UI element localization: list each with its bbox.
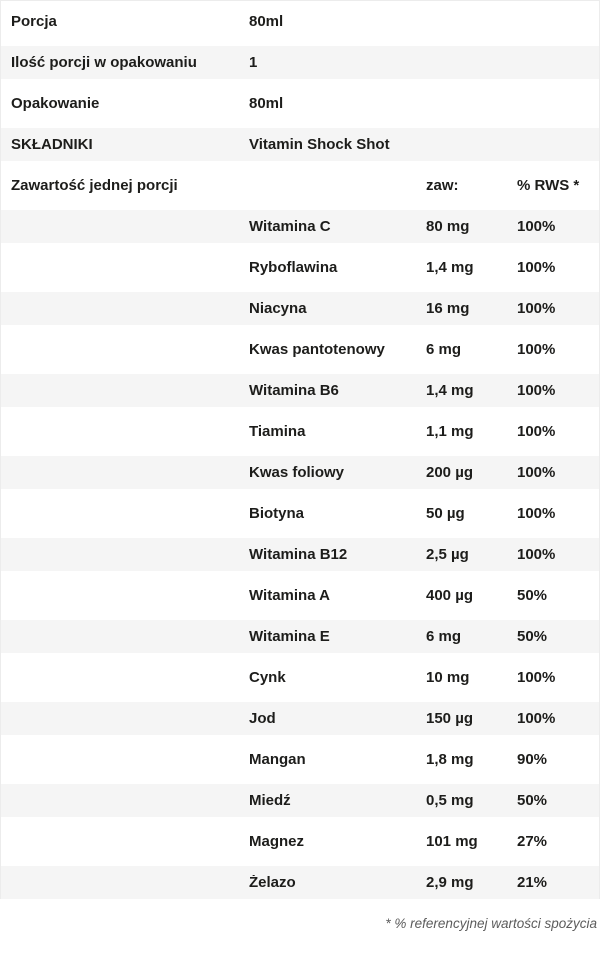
nutrient-row: Jod 150 µg 100% bbox=[1, 702, 599, 735]
nutrient-amount: 400 µg bbox=[426, 588, 473, 603]
nutrient-name: Witamina C bbox=[249, 219, 331, 234]
nutrient-rws: 100% bbox=[517, 506, 556, 521]
nutrient-rws: 27% bbox=[517, 834, 548, 849]
nutrition-table: Porcja 80ml Ilość porcji w opakowaniu 1 … bbox=[0, 0, 600, 899]
nutrient-amount: 1,8 mg bbox=[426, 752, 474, 767]
rws-abbr: RWS bbox=[534, 178, 570, 193]
nutrient-name: Jod bbox=[249, 711, 276, 726]
info-row-label: Porcja bbox=[11, 14, 57, 29]
nutrient-amount: 1,1 mg bbox=[426, 424, 474, 439]
amount-column-header: zaw: bbox=[426, 178, 459, 193]
nutrient-row: Biotyna 50 µg 100% bbox=[1, 497, 599, 530]
nutrient-amount: 10 mg bbox=[426, 670, 470, 685]
nutrient-name: Kwas pantotenowy bbox=[249, 342, 385, 357]
nutrient-amount: 80 mg bbox=[426, 219, 470, 234]
nutrient-row: Kwas pantotenowy 6 mg 100% bbox=[1, 333, 599, 366]
nutrient-amount: 2,5 µg bbox=[426, 547, 469, 562]
nutrient-rws: 50% bbox=[517, 793, 548, 808]
nutrient-amount: 1,4 mg bbox=[426, 383, 474, 398]
nutrient-name: Witamina B12 bbox=[249, 547, 348, 562]
nutrient-amount: 101 mg bbox=[426, 834, 478, 849]
nutrient-name: Żelazo bbox=[249, 875, 296, 890]
nutrient-row: Witamina B6 1,4 mg 100% bbox=[1, 374, 599, 407]
contents-header-row: Zawartość jednej porcji zaw: % RWS * bbox=[1, 169, 599, 202]
nutrient-amount: 6 mg bbox=[426, 342, 462, 357]
nutrient-rws: 50% bbox=[517, 629, 548, 644]
nutrient-amount: 50 µg bbox=[426, 506, 465, 521]
nutrient-row: Witamina B12 2,5 µg 100% bbox=[1, 538, 599, 571]
nutrient-row: Tiamina 1,1 mg 100% bbox=[1, 415, 599, 448]
nutrient-row: Niacyna 16 mg 100% bbox=[1, 292, 599, 325]
rws-suffix: * bbox=[569, 178, 580, 193]
nutrient-name: Miedź bbox=[249, 793, 291, 808]
nutrient-rws: 100% bbox=[517, 711, 556, 726]
info-row-value: Vitamin Shock Shot bbox=[249, 137, 390, 152]
nutrient-rws: 100% bbox=[517, 219, 556, 234]
info-row: SKŁADNIKI Vitamin Shock Shot bbox=[1, 128, 599, 161]
nutrient-rws: 100% bbox=[517, 383, 556, 398]
nutrient-amount: 1,4 mg bbox=[426, 260, 474, 275]
contents-header-label: Zawartość jednej porcji bbox=[11, 178, 178, 193]
nutrient-rws: 100% bbox=[517, 547, 556, 562]
info-row-value: 1 bbox=[249, 55, 258, 70]
rws-prefix: % bbox=[517, 178, 535, 193]
nutrient-rws: 100% bbox=[517, 670, 556, 685]
nutrient-rws: 21% bbox=[517, 875, 548, 890]
nutrient-row: Witamina E 6 mg 50% bbox=[1, 620, 599, 653]
info-row-value: 80ml bbox=[249, 14, 284, 29]
info-row: Ilość porcji w opakowaniu 1 bbox=[1, 46, 599, 79]
nutrient-name: Tiamina bbox=[249, 424, 306, 439]
nutrient-name: Witamina E bbox=[249, 629, 330, 644]
info-row: Porcja 80ml bbox=[1, 5, 599, 38]
nutrient-row: Żelazo 2,9 mg 21% bbox=[1, 866, 599, 899]
nutrient-name: Magnez bbox=[249, 834, 305, 849]
nutrient-row: Magnez 101 mg 27% bbox=[1, 825, 599, 858]
nutrient-amount: 16 mg bbox=[426, 301, 470, 316]
nutrient-name: Niacyna bbox=[249, 301, 307, 316]
nutrient-amount: 200 µg bbox=[426, 465, 473, 480]
nutrient-row: Cynk 10 mg 100% bbox=[1, 661, 599, 694]
nutrient-rws: 100% bbox=[517, 465, 556, 480]
nutrient-amount: 6 mg bbox=[426, 629, 462, 644]
nutrient-amount: 150 µg bbox=[426, 711, 473, 726]
nutrient-name: Kwas foliowy bbox=[249, 465, 345, 480]
info-row-value: 80ml bbox=[249, 96, 284, 111]
info-row-label: Ilość porcji w opakowaniu bbox=[11, 55, 197, 70]
nutrient-rws: 100% bbox=[517, 260, 556, 275]
nutrient-rws: 50% bbox=[517, 588, 548, 603]
nutrient-name: Witamina B6 bbox=[249, 383, 339, 398]
nutrient-name: Cynk bbox=[249, 670, 286, 685]
nutrient-row: Witamina A 400 µg 50% bbox=[1, 579, 599, 612]
nutrient-row: Witamina C 80 mg 100% bbox=[1, 210, 599, 243]
nutrient-row: Miedź 0,5 mg 50% bbox=[1, 784, 599, 817]
nutrient-row: Ryboflawina 1,4 mg 100% bbox=[1, 251, 599, 284]
info-row-label: Opakowanie bbox=[11, 96, 100, 111]
nutrient-rws: 100% bbox=[517, 342, 556, 357]
nutrient-name: Biotyna bbox=[249, 506, 305, 521]
info-row-label: SKŁADNIKI bbox=[11, 137, 93, 152]
nutrient-rws: 100% bbox=[517, 301, 556, 316]
rws-footnote: * % referencyjnej wartości spożycia bbox=[385, 916, 597, 931]
nutrient-rws: 90% bbox=[517, 752, 548, 767]
info-row: Opakowanie 80ml bbox=[1, 87, 599, 120]
nutrient-name: Mangan bbox=[249, 752, 306, 767]
nutrient-name: Witamina A bbox=[249, 588, 330, 603]
nutrient-name: Ryboflawina bbox=[249, 260, 338, 275]
rws-column-header: % RWS * bbox=[517, 178, 599, 193]
nutrient-amount: 0,5 mg bbox=[426, 793, 474, 808]
nutrient-amount: 2,9 mg bbox=[426, 875, 474, 890]
nutrient-rws: 100% bbox=[517, 424, 556, 439]
nutrient-row: Mangan 1,8 mg 90% bbox=[1, 743, 599, 776]
nutrient-row: Kwas foliowy 200 µg 100% bbox=[1, 456, 599, 489]
